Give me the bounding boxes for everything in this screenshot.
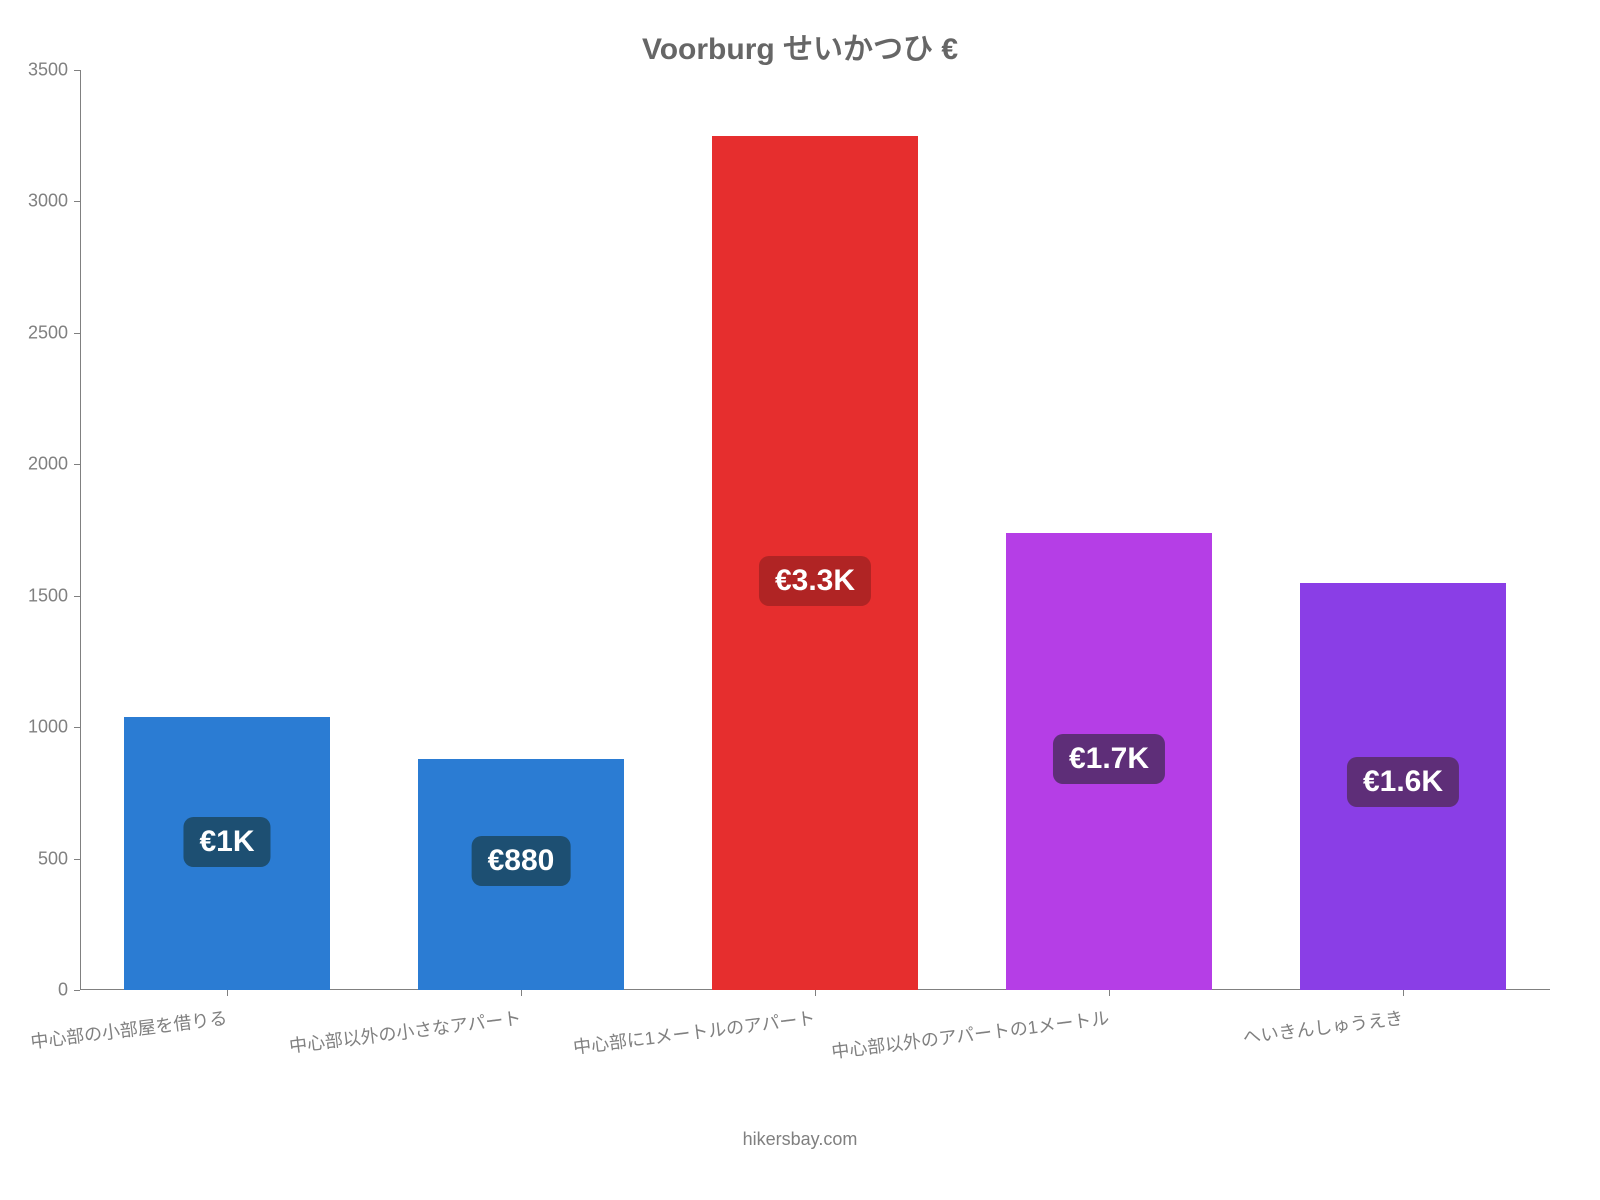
y-tick [74,990,80,991]
x-tick [227,990,228,996]
y-tick-label: 1500 [28,585,68,606]
y-axis [80,70,81,990]
bar-value-label: €3.3K [759,556,871,606]
y-tick-label: 3000 [28,191,68,212]
bar: €1.7K [1006,533,1212,990]
x-tick-label: 中心部に1メートルのアパート [516,1004,817,1066]
y-tick-label: 2000 [28,454,68,475]
bar: €880 [418,759,624,990]
x-tick-label: 中心部の小部屋を借りる [0,1004,229,1066]
y-tick [74,201,80,202]
y-tick-label: 3500 [28,60,68,81]
y-tick [74,464,80,465]
x-tick [1109,990,1110,996]
y-tick [74,596,80,597]
y-tick-label: 500 [38,848,68,869]
bar: €1K [124,717,330,990]
bar-value-label: €1K [183,817,270,867]
y-tick [74,333,80,334]
x-tick [521,990,522,996]
y-tick [74,727,80,728]
bar: €3.3K [712,136,918,990]
attribution-text: hikersbay.com [0,1129,1600,1150]
bar-value-label: €1.6K [1347,757,1459,807]
plot-area: 0500100015002000250030003500€1K中心部の小部屋を借… [80,70,1550,990]
y-tick-label: 0 [58,980,68,1001]
y-tick [74,70,80,71]
bar-value-label: €1.7K [1053,734,1165,784]
chart-container: Voorburg せいかつひ € 05001000150020002500300… [0,0,1600,1200]
y-tick-label: 1000 [28,717,68,738]
y-tick [74,859,80,860]
x-tick-label: 中心部以外の小さなアパート [222,1004,523,1066]
x-tick-label: へいきんしゅうえき [1104,1004,1405,1066]
chart-title: Voorburg せいかつひ € [0,24,1600,68]
x-tick [1403,990,1404,996]
bar-value-label: €880 [472,836,571,886]
x-tick-label: 中心部以外のアパートの1メートル [810,1004,1111,1066]
y-tick-label: 2500 [28,322,68,343]
x-tick [815,990,816,996]
bar: €1.6K [1300,583,1506,990]
